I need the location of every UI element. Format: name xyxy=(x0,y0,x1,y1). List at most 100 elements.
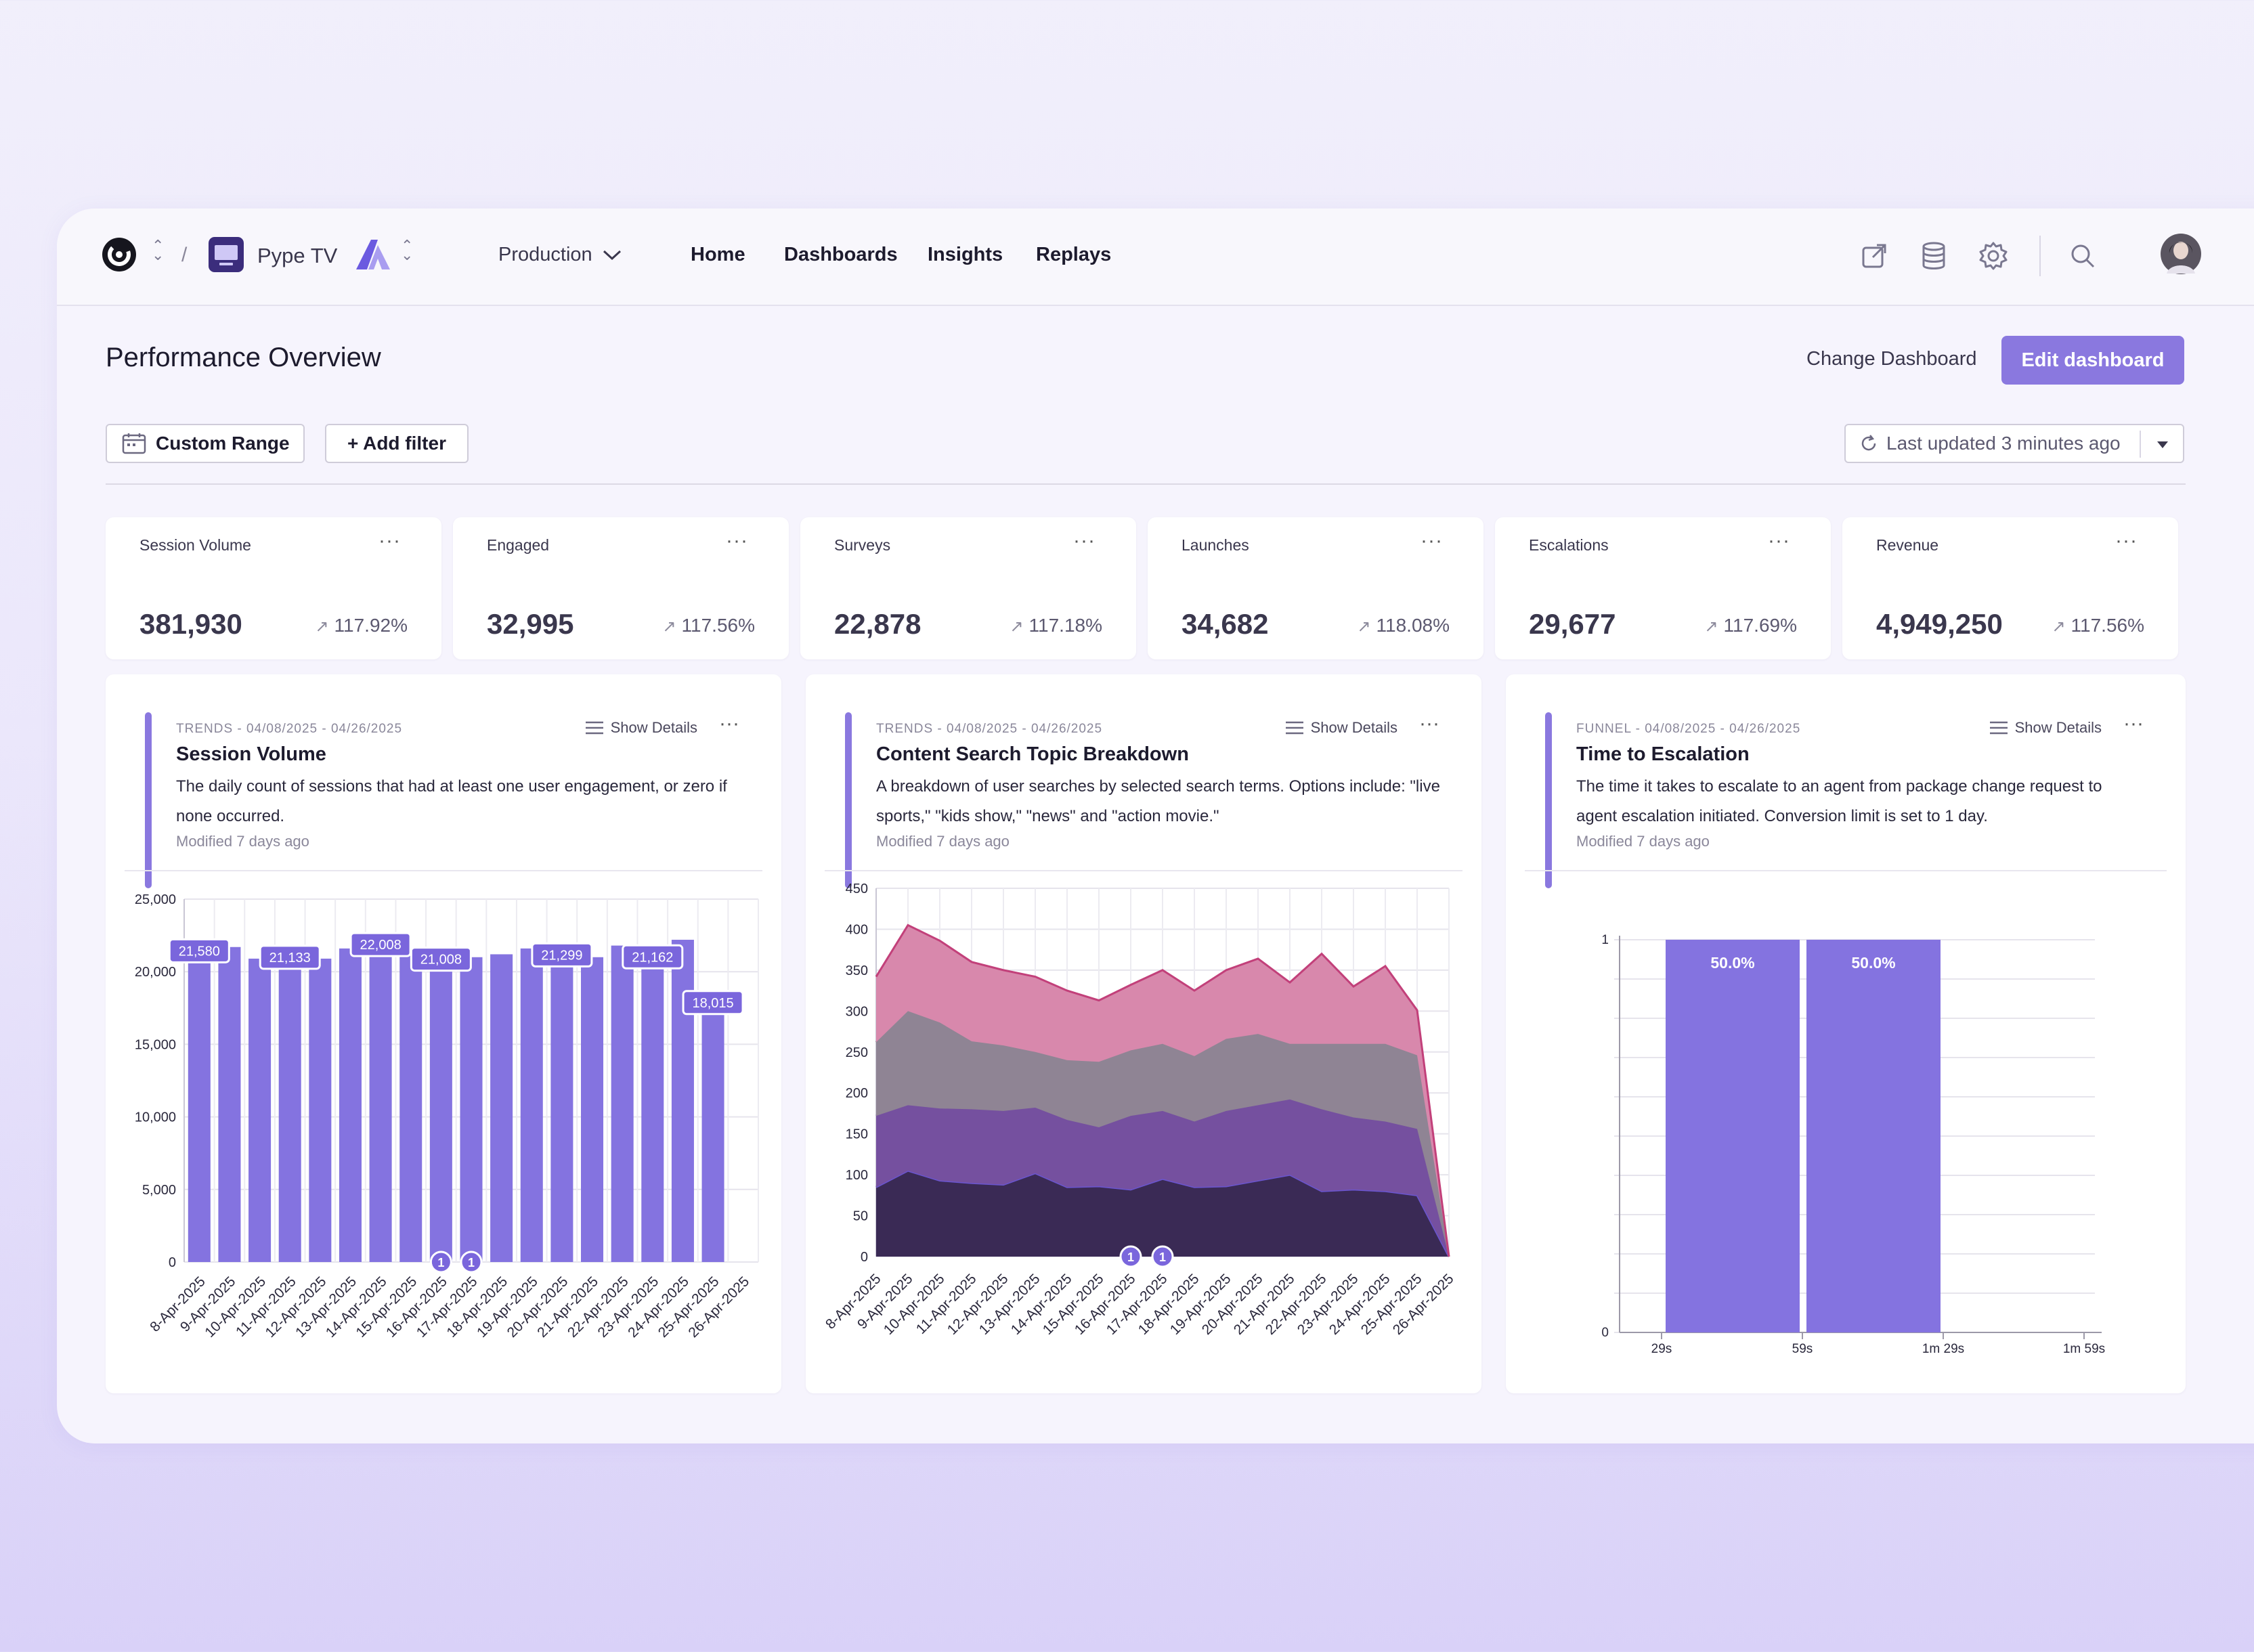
data-label: 21,299 xyxy=(531,942,593,968)
bar xyxy=(278,955,301,1262)
kpi-change-value: 117.92% xyxy=(334,615,408,636)
x-tick-label: 1m 59s xyxy=(2063,1342,2105,1356)
kpi-card-surveys[interactable]: Surveys ··· 22,878 ↗ 117.18% xyxy=(800,517,1136,659)
x-tick-label: 1m 29s xyxy=(1922,1342,1964,1356)
database-icon[interactable] xyxy=(1920,241,1947,271)
kpi-card-session-volume[interactable]: Session Volume ··· 381,930 ↗ 117.92% xyxy=(106,517,441,659)
kpi-value: 29,677 xyxy=(1529,608,1616,640)
bar xyxy=(520,948,543,1262)
nav-home[interactable]: Home xyxy=(691,244,745,265)
kpi-title: Engaged xyxy=(487,536,550,554)
data-label-bg xyxy=(682,990,744,1016)
project-name[interactable]: Pype TV xyxy=(257,244,338,267)
custom-range-button[interactable]: Custom Range xyxy=(106,424,305,463)
kpi-value: 34,682 xyxy=(1182,608,1269,640)
y-tick-label: 20,000 xyxy=(135,965,176,980)
panel-modified: Modified 7 days ago xyxy=(876,833,1010,850)
edit-dashboard-button[interactable]: Edit dashboard xyxy=(2001,336,2184,385)
more-options-icon[interactable]: ··· xyxy=(378,529,401,552)
area-series-line xyxy=(875,923,1450,1257)
chevron-down-icon xyxy=(603,250,621,260)
avatar[interactable] xyxy=(2160,233,2202,275)
more-options-icon[interactable]: ··· xyxy=(1073,529,1096,552)
change-dashboard-link[interactable]: Change Dashboard xyxy=(1806,348,1977,370)
annotation-marker: 1 xyxy=(1119,1245,1142,1268)
data-label-text: 21,299 xyxy=(541,948,582,963)
environment-dropdown[interactable]: Production xyxy=(498,244,622,266)
nav-insights[interactable]: Insights xyxy=(928,244,1003,265)
panel-modified: Modified 7 days ago xyxy=(1576,833,1710,850)
org-switcher-icon[interactable]: ⌃ ⌄ xyxy=(152,237,165,263)
page-title: Performance Overview xyxy=(106,343,381,372)
project-switcher-icon[interactable]: ⌃ ⌄ xyxy=(401,237,414,263)
kpi-card-engaged[interactable]: Engaged ··· 32,995 ↗ 117.56% xyxy=(453,517,789,659)
kpi-change-value: 117.56% xyxy=(2071,615,2144,636)
dropdown-divider xyxy=(2140,431,2141,458)
tv-project-icon[interactable] xyxy=(207,236,245,274)
breadcrumb-separator: / xyxy=(181,244,188,266)
annotation-text: 1 xyxy=(1159,1251,1166,1264)
kpi-change: ↗ 117.69% xyxy=(1704,615,1797,636)
app-logo-icon[interactable] xyxy=(353,237,393,272)
kpi-card-revenue[interactable]: Revenue ··· 4,949,250 ↗ 117.56% xyxy=(1842,517,2178,659)
more-options-icon[interactable]: ··· xyxy=(726,529,748,552)
panel-divider xyxy=(825,870,1462,871)
kpi-title: Session Volume xyxy=(139,536,251,554)
trend-up-icon: ↗ xyxy=(2052,617,2066,636)
y-tick-label: 200 xyxy=(846,1086,868,1101)
external-link-icon[interactable] xyxy=(1861,242,1888,269)
kpi-value: 381,930 xyxy=(139,608,242,640)
annotation-text: 1 xyxy=(437,1256,444,1269)
bar xyxy=(369,942,392,1262)
bar xyxy=(188,949,211,1262)
kpi-title: Surveys xyxy=(834,536,891,554)
show-details-button[interactable]: Show Details xyxy=(1285,719,1397,737)
kpi-change: ↗ 117.18% xyxy=(1010,615,1102,636)
show-details-button[interactable]: Show Details xyxy=(585,719,697,737)
panel-accent-bar xyxy=(1545,712,1552,888)
kpi-card-escalations[interactable]: Escalations ··· 29,677 ↗ 117.69% xyxy=(1495,517,1831,659)
kpi-change-value: 117.69% xyxy=(1723,615,1797,636)
panel-modified: Modified 7 days ago xyxy=(176,833,309,850)
show-details-label: Show Details xyxy=(1310,719,1397,736)
gear-icon[interactable] xyxy=(1978,241,2008,271)
kpi-change-value: 117.18% xyxy=(1028,615,1102,636)
menu-lines-icon xyxy=(585,721,603,735)
last-updated-dropdown[interactable]: Last updated 3 minutes ago xyxy=(1844,424,2184,463)
bar xyxy=(611,945,634,1262)
nav-replays[interactable]: Replays xyxy=(1036,244,1112,265)
panel-accent-bar xyxy=(845,712,852,888)
more-options-icon[interactable]: ··· xyxy=(719,712,739,735)
last-updated-label: Last updated 3 minutes ago xyxy=(1886,433,2121,454)
more-options-icon[interactable]: ··· xyxy=(1768,529,1790,552)
area-series xyxy=(876,1099,1449,1257)
panel-title: Content Search Topic Breakdown xyxy=(876,743,1189,765)
panel-divider xyxy=(125,870,762,871)
data-label: 21,162 xyxy=(622,944,684,970)
y-tick-label: 0 xyxy=(861,1250,868,1265)
kpi-card-launches[interactable]: Launches ··· 34,682 ↗ 118.08% xyxy=(1148,517,1483,659)
panel-accent-bar xyxy=(145,712,152,888)
more-options-icon[interactable]: ··· xyxy=(1421,529,1443,552)
logo-icon[interactable] xyxy=(100,236,138,274)
show-details-button[interactable]: Show Details xyxy=(1989,719,2102,737)
more-options-icon[interactable]: ··· xyxy=(2115,529,2138,552)
kpi-value: 22,878 xyxy=(834,608,922,640)
data-label: 50.0% xyxy=(1851,954,1895,972)
add-filter-button[interactable]: + Add filter xyxy=(325,424,469,463)
topbar-divider xyxy=(2039,236,2041,276)
kpi-title: Revenue xyxy=(1876,536,1939,554)
more-options-icon[interactable]: ··· xyxy=(1419,712,1439,735)
search-icon[interactable] xyxy=(2069,242,2096,269)
data-label-bg xyxy=(622,944,684,970)
time-to-escalation-chart: 1 0 50.0% 50.0% 29s 59s 1m 29s 1m 59s xyxy=(1601,933,2105,1356)
data-label-text: 21,580 xyxy=(179,944,220,959)
trend-up-icon: ↗ xyxy=(662,617,676,636)
panel-description: The daily count of sessions that had at … xyxy=(176,777,727,825)
y-tick-label: 1 xyxy=(1601,933,1609,947)
show-details-label: Show Details xyxy=(2014,719,2102,736)
nav-dashboards[interactable]: Dashboards xyxy=(784,244,898,265)
more-options-icon[interactable]: ··· xyxy=(2123,712,2144,735)
bar xyxy=(641,955,664,1262)
